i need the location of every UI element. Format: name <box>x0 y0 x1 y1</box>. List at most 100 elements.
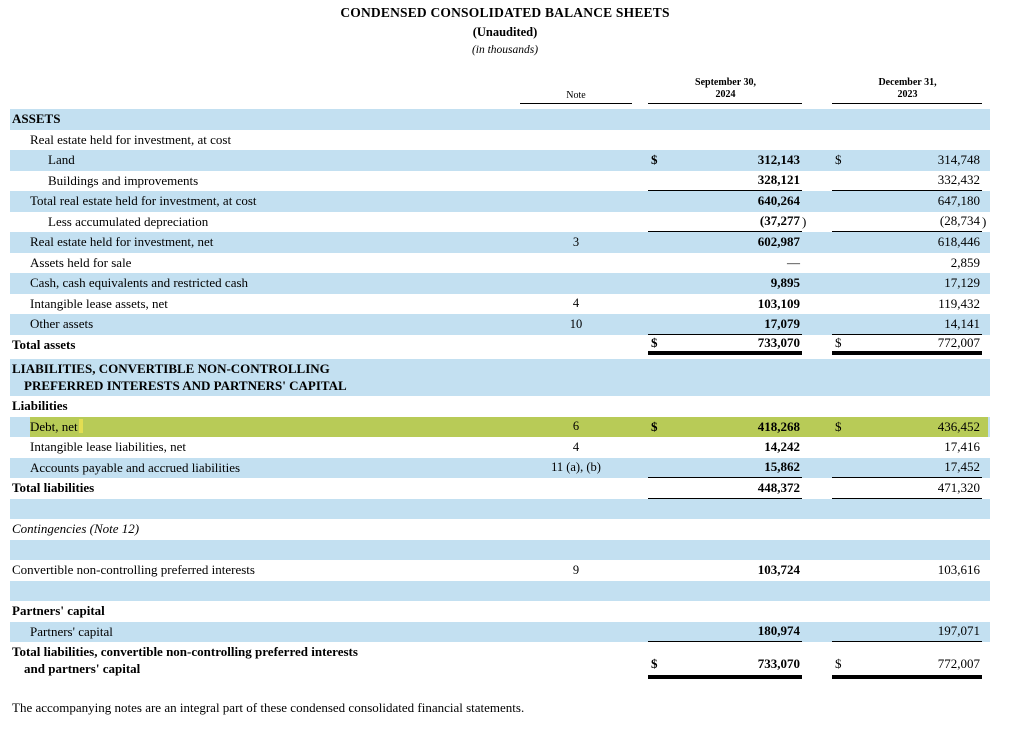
value-2024: 103,109 <box>632 294 810 315</box>
paren: ) <box>982 213 987 229</box>
row-label: Debt, net <box>10 418 520 436</box>
row-label: Other assets <box>10 316 520 333</box>
row-label-text-line2: PREFERRED INTERESTS AND PARTNERS' CAPITA… <box>24 377 347 393</box>
spacer-row <box>10 539 990 560</box>
row-label: Convertible non-controlling preferred in… <box>10 562 520 579</box>
value-2024: 640,264 <box>632 191 810 212</box>
value-2023 <box>832 396 990 417</box>
value-2023: $436,452 <box>832 417 990 438</box>
dollar-sign: $ <box>651 152 658 168</box>
row-label-text: Convertible non-controlling preferred in… <box>12 562 255 577</box>
highlight-band <box>30 416 988 437</box>
row-label-text: Real estate held for investment, at cost <box>30 131 232 147</box>
row-label: Buildings and improvements <box>10 173 520 190</box>
value-area <box>832 359 982 396</box>
title-block: CONDENSED CONSOLIDATED BALANCE SHEETS (U… <box>0 0 1010 56</box>
value-area: 647,180 <box>832 191 982 212</box>
table-row: Convertible non-controlling preferred in… <box>10 560 990 581</box>
value-2024: (37,277) <box>632 212 810 232</box>
amount: 17,129 <box>944 275 980 291</box>
value-2023 <box>832 601 990 622</box>
value-2023 <box>832 109 990 130</box>
value-2024: $733,070 <box>632 642 810 679</box>
value-area <box>648 359 802 396</box>
row-label: Liabilities <box>10 398 520 415</box>
value-2024 <box>632 109 810 130</box>
row-label: Total liabilities, convertible non-contr… <box>10 644 520 677</box>
row-label-text: Total real estate held for investment, a… <box>30 193 257 208</box>
spacer-row <box>10 498 990 519</box>
amount: (37,277 <box>759 213 800 229</box>
value-2024 <box>632 396 810 417</box>
value-area <box>648 519 802 540</box>
value-2024: 328,121 <box>632 171 810 191</box>
table-row: Partners' capital <box>10 601 990 622</box>
row-label: Partners' capital <box>10 624 520 641</box>
row-label: Total assets <box>10 337 520 354</box>
amount: 119,432 <box>938 295 980 311</box>
footnote-text: The accompanying notes are an integral p… <box>12 700 525 715</box>
amount: 9,895 <box>770 275 800 291</box>
dollar-sign: $ <box>835 418 842 434</box>
value-2023: 17,129 <box>832 273 990 294</box>
value-2023: 197,071 <box>832 622 990 642</box>
value-2023 <box>832 519 990 540</box>
value-2024: $312,143 <box>632 150 810 171</box>
amount: 618,446 <box>937 234 980 250</box>
value-area: 602,987 <box>648 232 802 253</box>
column-header-row: Note September 30, 2024 December 31, 202… <box>10 69 990 104</box>
value-area: 9,895 <box>648 273 802 294</box>
amount: 14,141 <box>944 315 980 331</box>
note-column-header: Note <box>520 90 632 104</box>
value-2024 <box>632 519 810 540</box>
row-label: Land <box>10 152 520 169</box>
amount: (28,734 <box>939 213 980 229</box>
value-area: 17,079 <box>648 314 802 335</box>
value-2024: 180,974 <box>632 622 810 642</box>
amount: 772,007 <box>937 334 980 350</box>
value-2024: 9,895 <box>632 273 810 294</box>
amount: 15,862 <box>764 459 800 475</box>
amount: 640,264 <box>757 193 800 209</box>
dollar-sign: $ <box>835 334 842 350</box>
table-row: Land $312,143 $314,748 <box>10 150 990 171</box>
spacer-row <box>10 580 990 601</box>
value-2024 <box>632 359 810 396</box>
row-label-text: Partners' capital <box>12 603 105 618</box>
row-label: Accounts payable and accrued liabilities <box>10 460 520 477</box>
value-area: 119,432 <box>832 294 982 315</box>
value-area: 328,121 <box>648 171 802 191</box>
dollar-sign: $ <box>835 656 842 671</box>
row-label-text: Less accumulated depreciation <box>48 213 209 229</box>
row-label-text: Intangible lease assets, net <box>30 295 168 311</box>
text-cursor <box>78 418 83 433</box>
note-cell: 6 <box>572 419 580 434</box>
row-label-text: Accounts payable and accrued liabilities <box>30 459 241 475</box>
amount: 17,079 <box>764 315 800 331</box>
row-label: Total real estate held for investment, a… <box>10 193 520 210</box>
value-area: 17,416 <box>832 437 982 458</box>
value-area: 332,432 <box>832 171 982 191</box>
value-area <box>832 519 982 540</box>
amount: 314,748 <box>937 152 980 168</box>
table-row: Less accumulated depreciation (37,277) (28… <box>10 211 990 232</box>
value-area: 180,974 <box>648 622 802 642</box>
row-label-text-line2: and partners' capital <box>24 660 141 676</box>
value-2023: (28,734) <box>832 212 990 232</box>
amount: 2,859 <box>950 254 980 270</box>
page-title: CONDENSED CONSOLIDATED BALANCE SHEETS <box>340 5 670 20</box>
row-label-text: Cash, cash equivalents and restricted ca… <box>30 275 249 290</box>
amount: 332,432 <box>937 172 980 188</box>
row-label: LIABILITIES, CONVERTIBLE NON-CONTROLLING… <box>10 361 520 394</box>
amount: 733,070 <box>757 334 800 350</box>
table-row: Intangible lease assets, net 4 103,109 119,… <box>10 293 990 315</box>
row-label-text: Total liabilities, convertible non-contr… <box>12 644 358 659</box>
amount: — <box>787 254 800 270</box>
table-row: Buildings and improvements 328,121 332,432 <box>10 170 990 191</box>
amount: 180,974 <box>757 623 800 639</box>
amount: 448,372 <box>757 479 800 495</box>
value-area: $772,007 <box>832 642 982 679</box>
value-area <box>648 396 802 417</box>
amount: 17,452 <box>944 459 980 475</box>
row-label-text: Total liabilities <box>12 480 95 495</box>
